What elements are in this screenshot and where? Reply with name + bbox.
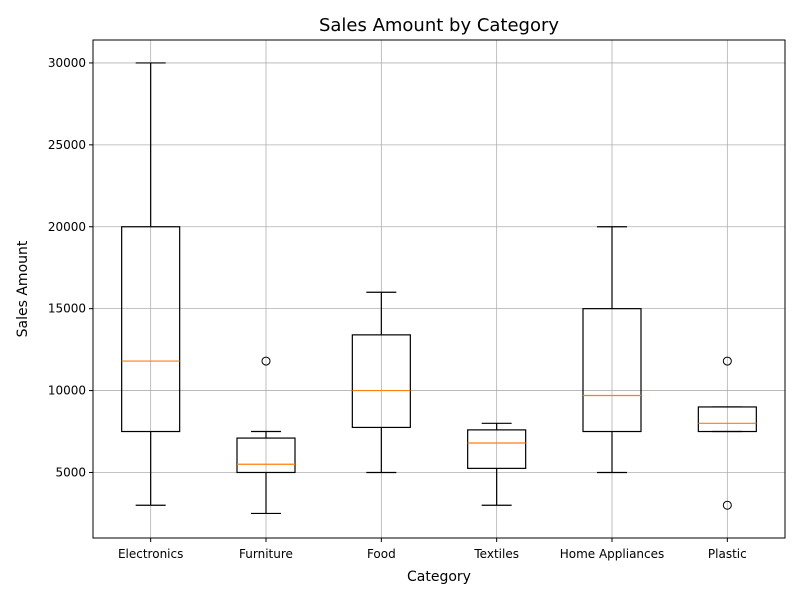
y-tick-label: 30000	[48, 56, 86, 70]
iqr-box	[467, 429, 527, 469]
iqr-box	[236, 437, 296, 474]
plot-frame	[92, 39, 786, 539]
x-axis-label: Category	[407, 569, 471, 585]
iqr-box	[697, 406, 757, 433]
box-food	[351, 291, 411, 474]
box-textiles	[467, 422, 527, 506]
outlier-point	[261, 356, 271, 366]
x-tick-label: Textiles	[473, 547, 519, 561]
x-tick-label: Furniture	[239, 547, 293, 561]
chart-title: Sales Amount by Category	[319, 15, 559, 36]
y-axis-ticks: 5000 10000 15000 20000 25000 30000	[48, 56, 93, 479]
y-tick-label: 5000	[55, 465, 86, 479]
box-furniture	[236, 356, 296, 515]
iqr-box	[121, 226, 181, 433]
grid-lines	[93, 40, 785, 538]
y-tick-label: 20000	[48, 220, 86, 234]
x-axis-ticks: Electronics Furniture Food Textiles Home App…	[118, 538, 747, 561]
box-electronics	[121, 62, 181, 506]
box-plastic	[697, 356, 757, 510]
iqr-box	[351, 334, 411, 429]
x-tick-label: Food	[367, 547, 396, 561]
box-home-appliances	[582, 226, 642, 474]
x-tick-label: Home Appliances	[560, 547, 665, 561]
outlier-point	[722, 500, 732, 510]
y-axis-label: Sales Amount	[15, 240, 31, 337]
boxes-layer	[121, 62, 757, 515]
x-tick-label: Electronics	[118, 547, 183, 561]
outlier-point	[722, 356, 732, 366]
y-tick-label: 15000	[48, 302, 86, 316]
y-tick-label: 25000	[48, 138, 86, 152]
x-tick-label: Plastic	[708, 547, 747, 561]
y-tick-label: 10000	[48, 384, 86, 398]
iqr-box	[582, 308, 642, 433]
